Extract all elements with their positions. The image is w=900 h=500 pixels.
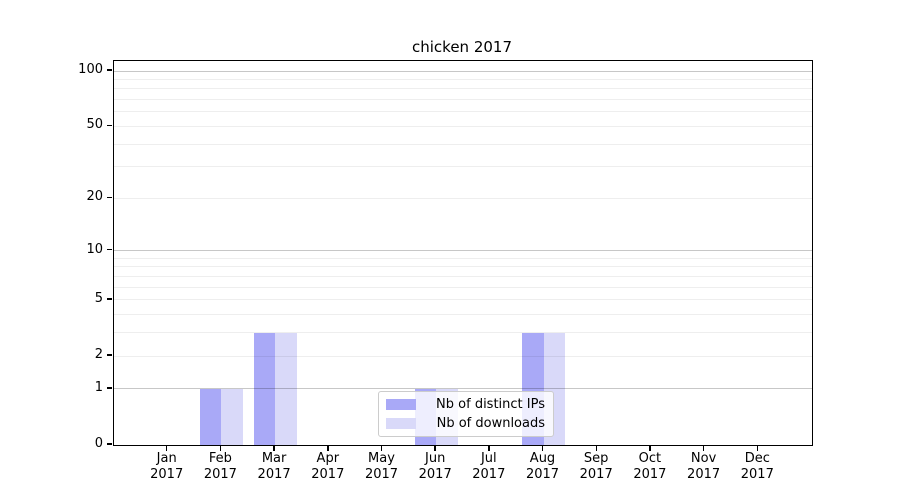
x-tick-year: 2017 bbox=[472, 467, 506, 482]
y-tick-label: 10 bbox=[86, 241, 103, 257]
y-tick-mark bbox=[107, 248, 112, 251]
x-tick-mark bbox=[273, 445, 275, 451]
x-tick-mark bbox=[219, 445, 222, 451]
x-tick-year: 2017 bbox=[633, 467, 667, 482]
x-tick-month: Apr bbox=[316, 451, 340, 466]
legend-entry-downloads: Nb of downloads bbox=[386, 416, 545, 431]
x-tick-mark bbox=[595, 445, 597, 451]
chart-title: chicken 2017 bbox=[412, 38, 512, 56]
x-tick-year: 2017 bbox=[579, 467, 613, 482]
bar-feb-distinct-ips bbox=[199, 388, 222, 445]
x-tick-month: Dec bbox=[744, 451, 770, 466]
x-tick-label: Dec 2017 bbox=[729, 451, 785, 483]
x-tick-year: 2017 bbox=[418, 467, 452, 482]
gridline-minor bbox=[114, 99, 812, 101]
x-tick-month: Mar bbox=[261, 451, 287, 466]
x-tick-label: Sep 2017 bbox=[568, 451, 624, 483]
y-tick-mark bbox=[107, 443, 112, 445]
x-tick-year: 2017 bbox=[364, 467, 399, 482]
x-tick-month: May bbox=[368, 451, 395, 466]
legend-swatch-distinct-ips bbox=[386, 399, 416, 410]
plot-area bbox=[113, 60, 813, 446]
legend-label-distinct-ips: Nb of distinct IPs bbox=[436, 397, 545, 412]
x-tick-label: Jun 2017 bbox=[407, 451, 463, 483]
x-tick-label: Jan 2017 bbox=[139, 451, 195, 483]
gridline-minor bbox=[114, 314, 812, 316]
y-tick-mark bbox=[107, 298, 112, 300]
gridline-minor bbox=[114, 78, 812, 80]
legend-label-downloads: Nb of downloads bbox=[436, 416, 545, 431]
x-tick-mark bbox=[756, 445, 759, 451]
x-tick-month: Jan bbox=[156, 451, 177, 466]
legend-swatch-downloads bbox=[386, 418, 416, 429]
x-tick-label: Aug 2017 bbox=[515, 451, 571, 483]
gridline-minor bbox=[114, 286, 812, 288]
y-tick-label: 100 bbox=[78, 62, 103, 77]
x-tick-year: 2017 bbox=[150, 467, 184, 482]
x-tick-year: 2017 bbox=[311, 467, 345, 482]
y-tick-mark bbox=[107, 196, 112, 198]
gridline-minor bbox=[114, 266, 812, 268]
y-tick-mark bbox=[107, 387, 112, 389]
bar-mar-distinct-ips bbox=[253, 332, 276, 445]
x-tick-month: Aug bbox=[529, 451, 556, 466]
x-tick-month: Nov bbox=[690, 451, 717, 466]
x-tick-year: 2017 bbox=[687, 467, 721, 482]
y-tick-label: 2 bbox=[94, 347, 103, 362]
gridline-minor bbox=[114, 355, 812, 357]
x-tick-year: 2017 bbox=[203, 467, 237, 482]
x-tick-mark bbox=[434, 445, 436, 451]
y-tick-label: 0 bbox=[94, 436, 103, 451]
y-tick-label: 5 bbox=[94, 290, 103, 306]
x-tick-label: Mar 2017 bbox=[246, 451, 302, 483]
x-tick-mark bbox=[327, 445, 329, 451]
gridline-minor bbox=[114, 276, 812, 277]
x-tick-mark bbox=[165, 445, 168, 451]
x-tick-year: 2017 bbox=[525, 467, 560, 482]
x-tick-mark bbox=[541, 445, 544, 451]
x-tick-label: Feb 2017 bbox=[192, 451, 248, 483]
gridline-minor bbox=[114, 166, 812, 168]
x-tick-month: Jul bbox=[480, 451, 497, 466]
x-tick-mark bbox=[488, 445, 490, 451]
gridline-minor bbox=[114, 332, 812, 334]
gridline-minor bbox=[114, 143, 812, 145]
x-tick-month: Sep bbox=[583, 451, 609, 466]
gridline-minor bbox=[114, 257, 812, 259]
x-tick-label: Jul 2017 bbox=[461, 451, 517, 483]
x-tick-label: Nov 2017 bbox=[676, 451, 732, 483]
y-tick-label: 50 bbox=[86, 117, 103, 133]
x-tick-year: 2017 bbox=[257, 467, 291, 482]
x-tick-label: Apr 2017 bbox=[300, 451, 356, 483]
y-tick-mark bbox=[107, 354, 112, 356]
gridline-major bbox=[114, 70, 812, 72]
gridline-minor bbox=[114, 111, 812, 113]
x-tick-month: Jun bbox=[425, 451, 446, 466]
gridline-major bbox=[114, 388, 812, 390]
y-tick-label: 20 bbox=[86, 189, 103, 205]
y-tick-mark bbox=[107, 69, 112, 71]
gridline-minor bbox=[114, 299, 812, 301]
gridline-minor bbox=[114, 88, 812, 90]
bar-feb-downloads bbox=[221, 388, 243, 445]
gridline-minor bbox=[114, 125, 812, 127]
x-tick-month: Oct bbox=[638, 451, 662, 466]
x-tick-mark bbox=[380, 445, 383, 451]
x-tick-label: Oct 2017 bbox=[622, 451, 678, 483]
x-tick-label: May 2017 bbox=[354, 451, 410, 483]
x-tick-year: 2017 bbox=[740, 467, 774, 482]
bar-mar-downloads bbox=[275, 332, 297, 445]
y-tick-mark bbox=[107, 124, 112, 127]
x-tick-month: Feb bbox=[208, 451, 232, 466]
y-tick-label: 1 bbox=[94, 379, 103, 395]
x-tick-mark bbox=[702, 445, 705, 451]
gridline-major bbox=[114, 250, 812, 252]
gridline-minor bbox=[114, 197, 812, 199]
legend: Nb of distinct IPs Nb of downloads bbox=[378, 391, 554, 437]
x-tick-mark bbox=[649, 445, 651, 451]
legend-entry-distinct-ips: Nb of distinct IPs bbox=[386, 397, 545, 412]
